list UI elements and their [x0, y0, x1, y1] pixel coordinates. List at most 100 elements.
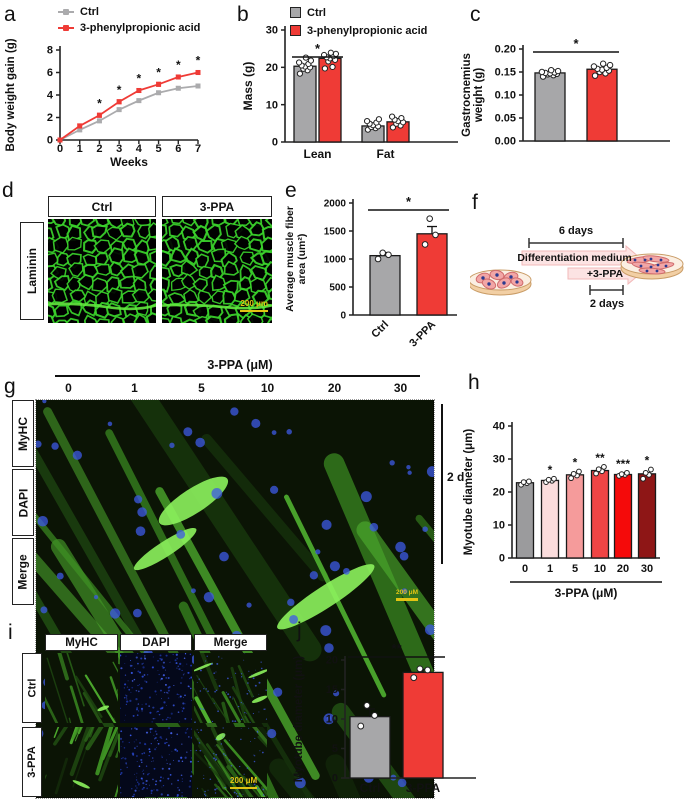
scale-bar-label: 200 μM	[396, 589, 419, 596]
myotube-dish-icon	[620, 253, 684, 280]
g-micrograph-grid	[35, 399, 435, 799]
dose-title-underline	[55, 375, 420, 377]
svg-text:30: 30	[266, 25, 278, 37]
svg-text:4: 4	[136, 143, 143, 155]
two-d-label: 2 d	[447, 470, 465, 484]
dose-label-20: 20	[327, 381, 342, 395]
svg-text:1000: 1000	[324, 255, 347, 266]
svg-text:0: 0	[57, 143, 63, 155]
merge-3ppa-micrograph	[194, 727, 267, 797]
panel-g: g 3-PPA (μM) 0 1 5 10 20 30 MyHC DAPI Me…	[0, 358, 464, 799]
dapi-label: DAPI	[16, 488, 31, 517]
ppa-square-marker-icon	[290, 25, 301, 36]
svg-text:2000: 2000	[324, 199, 347, 210]
svg-text:Ctrl: Ctrl	[369, 319, 391, 341]
svg-text:Myotube diameter (μm): Myotube diameter (μm)	[463, 429, 475, 556]
column-header-merge: Merge	[194, 634, 267, 651]
svg-text:20: 20	[493, 487, 505, 499]
row-label-merge: Merge	[12, 538, 34, 605]
svg-text:Mass (g): Mass (g)	[241, 62, 255, 111]
fiber-area-bar-chart: 0 500 1000 1500 2000 Average muscle fiber area…	[285, 194, 457, 350]
body-weight-line-chart: 0 2 4 6 8 Body weight gain (g) 0 1 2 3 4 5 6 7 Weeks * *…	[5, 38, 201, 169]
svg-text:0.00: 0.00	[495, 136, 516, 148]
legend-ctrl-label: Ctrl	[80, 5, 99, 18]
svg-text:0: 0	[499, 553, 505, 565]
svg-text:*: *	[176, 58, 181, 72]
svg-text:10: 10	[493, 520, 505, 532]
svg-text:weight (g): weight (g)	[473, 68, 485, 123]
svg-text:*: *	[137, 72, 142, 86]
svg-text:Gastrocnemius: Gastrocnemius	[461, 53, 473, 137]
legend-entry-ctrl: Ctrl	[290, 6, 427, 19]
legend-entry-ppa: 3-phenylpropionic acid	[58, 21, 200, 34]
scale-bar-200um: 200 μm	[240, 300, 268, 312]
panel-letter-a: a	[4, 3, 16, 26]
panel-j: j 0 5 10 15 20 Myotube diameter (μm) Ctrl 3-PPA…	[290, 612, 490, 800]
svg-text:Ctrl: Ctrl	[360, 781, 381, 795]
dose-label-10: 10	[260, 381, 275, 395]
dose-label-5: 5	[198, 381, 205, 395]
panel-letter-b: b	[237, 3, 249, 26]
dapi-header-label: DAPI	[142, 636, 170, 649]
two-days-label: 2 days	[589, 298, 625, 310]
dose-label-0: 0	[65, 381, 72, 395]
svg-text:40: 40	[493, 421, 505, 433]
row-label-3ppa: 3-PPA	[22, 727, 42, 797]
svg-text:4: 4	[47, 90, 54, 102]
svg-text:0: 0	[522, 563, 528, 575]
svg-text:0.05: 0.05	[495, 113, 516, 125]
svg-text:area (um²): area (um²)	[296, 234, 308, 285]
ctrl-row-label: Ctrl	[26, 678, 39, 698]
differentiation-scheme-drawing	[470, 238, 684, 296]
svg-text:6: 6	[175, 143, 181, 155]
panel-e: e 0 500 1000 1500 2000 Average muscle fiber ar…	[285, 178, 470, 360]
svg-text:20: 20	[266, 62, 278, 74]
svg-text:*: *	[97, 96, 102, 110]
svg-text:1: 1	[547, 563, 553, 575]
svg-text:6: 6	[47, 67, 53, 79]
svg-text:*: *	[117, 83, 122, 97]
3ppa-row-label: 3-PPA	[26, 746, 38, 778]
body-mass-bar-chart: 0 10 20 30 Mass (g) Lean Fat *	[241, 25, 458, 161]
svg-text:0: 0	[340, 311, 346, 322]
svg-text:**: **	[595, 451, 605, 465]
laminin-3ppa-micrograph	[162, 219, 272, 323]
svg-text:1500: 1500	[324, 227, 347, 238]
panel-letter-i: i	[8, 621, 13, 644]
panel-letter-j: j	[297, 619, 302, 642]
column-header-dapi: DAPI	[120, 634, 192, 651]
ctrl-line-marker-icon	[58, 8, 74, 15]
g-dose-title: 3-PPA (μM)	[207, 358, 273, 372]
svg-text:3-PPA: 3-PPA	[406, 781, 441, 795]
svg-text:Myotube diameter (μm): Myotube diameter (μm)	[293, 656, 305, 783]
plus-3ppa-label: +3-PPA	[586, 268, 624, 280]
myoblast-dish-icon	[470, 269, 532, 296]
panel-d: d Ctrl 3-PPA Laminin 200 μm	[0, 178, 290, 360]
six-days-label: 6 days	[558, 225, 594, 237]
merge-ctrl-micrograph	[194, 653, 267, 723]
svg-text:*: *	[406, 194, 412, 209]
svg-text:*: *	[573, 36, 579, 51]
row-label-laminin: Laminin	[20, 222, 44, 320]
svg-text:15: 15	[326, 684, 338, 696]
gastrocnemius-weight-bar-chart: 0.00 0.05 0.10 0.15 0.20 Gastrocnemius weight …	[461, 36, 670, 148]
panel-letter-h: h	[468, 371, 480, 394]
row-label-myhc: MyHC	[12, 400, 34, 467]
column-header-3ppa: 3-PPA	[162, 196, 272, 217]
svg-text:0: 0	[47, 135, 53, 147]
differentiation-medium-label: Differentiation medium	[517, 252, 632, 264]
svg-text:30: 30	[493, 454, 505, 466]
myhc-3ppa-micrograph	[45, 727, 118, 797]
svg-text:0: 0	[272, 137, 278, 149]
row-label-ctrl: Ctrl	[22, 653, 42, 723]
legend-entry-ctrl: Ctrl	[58, 5, 200, 18]
svg-text:3-PPA (μM): 3-PPA (μM)	[555, 586, 618, 600]
dapi-3ppa-micrograph	[120, 727, 192, 797]
svg-text:10: 10	[266, 99, 278, 111]
svg-text:7: 7	[195, 143, 201, 155]
svg-text:3-PPA: 3-PPA	[407, 319, 438, 350]
svg-text:Weeks: Weeks	[110, 155, 148, 169]
scale-bar-label: 200 μm	[240, 299, 268, 308]
panel-i: i MyHC DAPI Merge Ctrl 3-PPA 200 μM	[0, 612, 290, 800]
panel-letter-f: f	[472, 191, 478, 214]
